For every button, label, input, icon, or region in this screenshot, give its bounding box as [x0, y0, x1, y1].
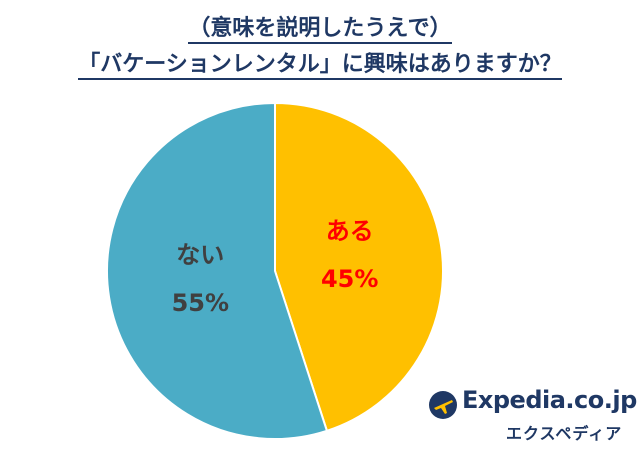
chart-title-line1-text: （意味を説明したうえで）	[188, 16, 452, 44]
brand-subtitle: エクスペディア	[506, 424, 623, 443]
chart-title-line2-text: 「バケーションレンタル」に興味はありますか？	[78, 52, 562, 80]
chart-title-line1: （意味を説明したうえで）	[0, 10, 640, 44]
pie-labels: ある 45% ない 55%	[172, 217, 379, 317]
brand-name: Expedia.co.jp	[462, 386, 637, 414]
slice-label-no: ない	[176, 241, 224, 269]
slice-value-no: 55%	[172, 289, 229, 317]
pie-slice-no	[106, 101, 329, 440]
slice-value-yes: 45%	[321, 265, 378, 293]
chart-title-line2: 「バケーションレンタル」に興味はありますか？	[0, 46, 640, 80]
pie-slices	[106, 101, 444, 440]
pie-slice-yes	[274, 101, 444, 433]
slice-label-yes: ある	[326, 217, 374, 245]
expedia-logo: Expedia.co.jp エクスペディア	[428, 382, 638, 452]
airplane-globe-icon	[429, 391, 457, 419]
